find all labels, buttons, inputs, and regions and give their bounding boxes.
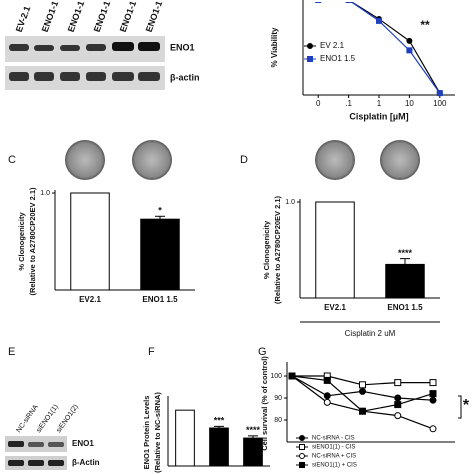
- lane-label: ENO1-1: [118, 0, 139, 33]
- legend-label: NC-siRNA - CIS: [312, 436, 355, 442]
- bar: [175, 409, 195, 467]
- marker: [323, 392, 331, 400]
- marker: [394, 379, 402, 387]
- x-tick-label: EV2.1: [79, 295, 101, 304]
- marker: [429, 390, 437, 398]
- band-label: β-actin: [170, 72, 200, 82]
- colony-image: [315, 140, 355, 180]
- significance: ***: [214, 416, 225, 426]
- marker: [323, 376, 331, 384]
- marker: [429, 396, 437, 404]
- lane-label: ENO1-1: [92, 0, 113, 33]
- plot-area: [288, 372, 437, 433]
- y-axis-label: % Viability: [270, 27, 279, 67]
- bands: [9, 42, 160, 81]
- band-label: β-Actin: [72, 458, 100, 467]
- note: Cisplatin 2 uM: [345, 329, 396, 338]
- marker: [299, 444, 305, 450]
- panel-label: C: [8, 154, 16, 166]
- bar: [70, 192, 110, 291]
- marker: [299, 453, 305, 459]
- colony-image: [65, 140, 105, 180]
- x-tick-label: 100: [433, 99, 447, 108]
- marker: [394, 401, 402, 409]
- band-label: ENO1: [72, 439, 94, 448]
- x-tick-label: .1: [345, 99, 352, 108]
- marker: [323, 398, 331, 406]
- annotation: **: [420, 18, 430, 32]
- legend-label: EV 2.1: [320, 41, 345, 50]
- marker: [315, 2, 322, 3]
- legend-label: siENO1(1) - CIS: [312, 445, 355, 451]
- marker: [406, 47, 413, 54]
- bracket: [458, 395, 462, 419]
- x-tick-label: 0: [316, 99, 321, 108]
- marker: [307, 56, 313, 62]
- y-axis-label: (Relative to A2780CP20EV 2.1): [273, 195, 282, 304]
- lane-label: ENO1-1: [144, 0, 165, 33]
- panel-label: G: [258, 346, 267, 358]
- bar: [209, 427, 229, 467]
- y-tick-label: 1.0: [285, 199, 295, 206]
- y-tick-label: 80: [274, 417, 282, 424]
- marker: [299, 435, 305, 441]
- x-tick-label: 10: [405, 99, 414, 108]
- x-tick-label: ENO1 1.5: [142, 295, 178, 304]
- x-tick-label: EV2.1: [324, 303, 346, 312]
- panel-label: E: [8, 346, 15, 358]
- colony-image: [380, 140, 420, 180]
- marker: [394, 412, 402, 420]
- marker: [288, 372, 296, 380]
- colony-image: [132, 140, 172, 180]
- plot-area: [315, 2, 443, 97]
- significance: *: [158, 206, 162, 216]
- x-tick-label: 1: [377, 99, 382, 108]
- marker: [376, 17, 382, 24]
- y-axis-label: % Clonogenicity: [17, 212, 26, 271]
- x-axis-label: Cisplatin [µM]: [349, 111, 408, 121]
- band-label: ENO1: [170, 42, 195, 52]
- panel-label: D: [240, 154, 248, 166]
- bar: [315, 201, 355, 299]
- y-axis-label: Cell survival (% of control): [260, 356, 269, 451]
- marker: [359, 387, 366, 395]
- x-tick-label: ENO1 1.5: [387, 303, 423, 312]
- marker: [429, 425, 437, 433]
- y-tick-label: 90: [274, 395, 282, 402]
- marker: [406, 37, 413, 44]
- marker: [299, 462, 305, 468]
- y-axis-label: % Clonogenicity: [262, 220, 271, 279]
- bar: [140, 218, 180, 291]
- y-tick-label: 100: [270, 373, 282, 380]
- marker: [359, 381, 366, 389]
- annotation: *: [463, 397, 470, 414]
- significance: ****: [398, 248, 413, 258]
- y-tick-label: 1.0: [40, 190, 50, 197]
- marker: [359, 407, 366, 415]
- legend-label: NC-siRNA + CIS: [312, 454, 356, 460]
- y-axis-label: (Relative to A2780CP20EV 2.1): [28, 187, 37, 296]
- legend-label: ENO1 1.5: [320, 54, 356, 63]
- bands: [8, 441, 64, 466]
- lane-label: EV-2.1: [14, 5, 33, 34]
- lane-label: ENO1-1: [40, 0, 61, 33]
- legend-label: siENO1(1) + CIS: [312, 463, 357, 469]
- marker: [307, 43, 313, 49]
- panel-label: F: [148, 346, 155, 358]
- y-axis-label: (Relative to NC-siRNA): [153, 392, 162, 473]
- significance: ****: [246, 425, 261, 435]
- marker: [394, 394, 402, 402]
- y-axis-label: ENO1 Protein Levels: [142, 396, 151, 470]
- marker: [429, 379, 437, 387]
- marker: [436, 90, 443, 97]
- lane-label: ENO1-1: [66, 0, 87, 33]
- marker: [345, 2, 352, 3]
- bar: [385, 263, 425, 299]
